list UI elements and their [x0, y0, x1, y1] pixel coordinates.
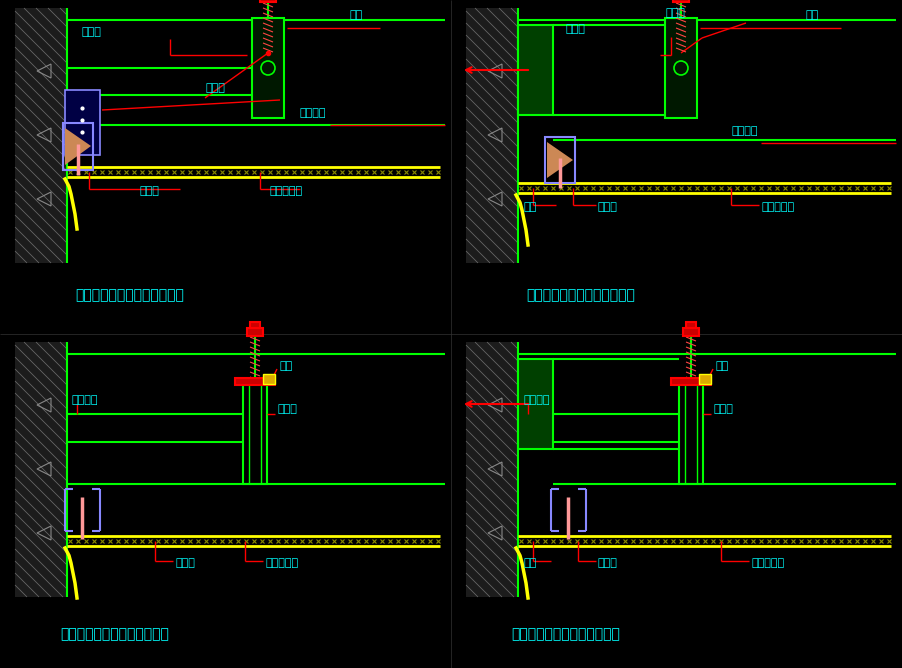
Text: 吊件: 吊件: [806, 10, 819, 20]
Bar: [15, 342, 67, 597]
Text: 纸面石膏板: 纸面石膏板: [761, 202, 794, 212]
Text: 撑撑龙骨: 撑撑龙骨: [731, 126, 758, 136]
Bar: [63, 123, 93, 170]
Text: 木档: 木档: [523, 558, 537, 568]
Text: 吊件: 吊件: [279, 361, 292, 371]
Bar: [252, 18, 284, 118]
Bar: [65, 90, 100, 155]
Text: 撑撑龙骨: 撑撑龙骨: [300, 108, 327, 118]
Text: 连接件: 连接件: [666, 8, 686, 18]
Text: 吊顶阴角处理（垂直主龙骨）: 吊顶阴角处理（垂直主龙骨）: [75, 288, 184, 302]
Bar: [686, 322, 696, 328]
Bar: [260, 0, 276, 2]
Polygon shape: [65, 128, 91, 165]
Bar: [243, 384, 267, 484]
Bar: [673, 0, 689, 2]
Bar: [15, 8, 67, 263]
Text: 次龙骨: 次龙骨: [598, 202, 618, 212]
Bar: [679, 384, 703, 484]
Text: 主龙骨: 主龙骨: [713, 404, 732, 414]
Text: 主龙骨: 主龙骨: [82, 27, 102, 37]
Bar: [466, 342, 518, 597]
Text: 次龙骨: 次龙骨: [598, 558, 618, 568]
Text: 木档: 木档: [523, 202, 537, 212]
Polygon shape: [547, 142, 573, 178]
Bar: [683, 328, 699, 336]
Text: 次龙骨: 次龙骨: [175, 558, 195, 568]
Text: 吊件: 吊件: [350, 10, 364, 20]
Text: 吊件: 吊件: [715, 361, 728, 371]
Bar: [235, 378, 275, 385]
Bar: [545, 137, 575, 183]
Bar: [466, 8, 518, 263]
Bar: [518, 359, 553, 449]
Text: 次龙骨: 次龙骨: [140, 186, 160, 196]
Text: 吊顶阴角处理（垂直主龙骨）: 吊顶阴角处理（垂直主龙骨）: [526, 288, 635, 302]
Text: 主龙骨: 主龙骨: [277, 404, 297, 414]
Text: 纸面石膏板: 纸面石膏板: [265, 558, 299, 568]
Text: 纸面石膏板: 纸面石膏板: [751, 558, 784, 568]
Text: 撑撑龙骨: 撑撑龙骨: [523, 395, 549, 405]
Bar: [263, 374, 275, 384]
Text: 撑撑龙骨: 撑撑龙骨: [72, 395, 98, 405]
Bar: [250, 322, 260, 328]
Text: 吊顶阴角处理（平行主龙骨）: 吊顶阴角处理（平行主龙骨）: [511, 627, 620, 641]
Text: 吊顶阴角处理（平行主龙骨）: 吊顶阴角处理（平行主龙骨）: [60, 627, 169, 641]
Bar: [699, 374, 711, 384]
Text: 纸面石膏板: 纸面石膏板: [270, 186, 303, 196]
Bar: [671, 378, 711, 385]
Text: 主龙骨: 主龙骨: [566, 24, 586, 34]
Text: 连接件: 连接件: [205, 83, 225, 93]
Bar: [247, 328, 263, 336]
Bar: [665, 18, 697, 118]
Bar: [518, 25, 553, 115]
